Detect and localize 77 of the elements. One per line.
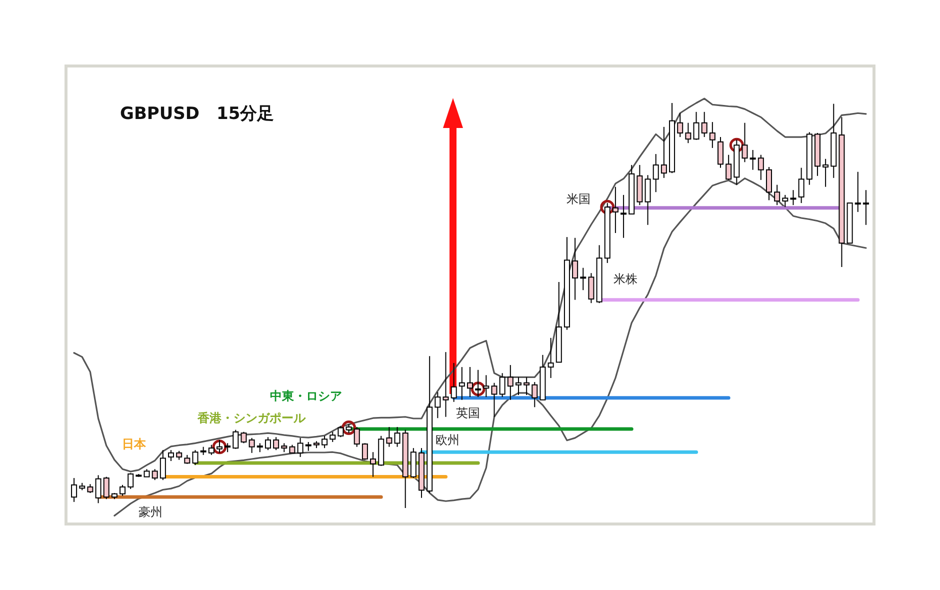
candlestick — [693, 111, 700, 140]
candlestick — [354, 426, 360, 448]
candlestick — [128, 472, 134, 490]
candlestick — [322, 435, 328, 449]
candlestick — [620, 194, 627, 238]
candlestick — [524, 376, 530, 396]
candlestick — [790, 190, 796, 206]
point — [212, 440, 227, 454]
candlestick — [701, 111, 708, 138]
candlestick — [264, 436, 271, 451]
candlestick — [798, 167, 804, 204]
candlestick — [338, 426, 344, 438]
candlestick — [515, 376, 522, 396]
candlestick — [499, 372, 506, 398]
candlestick — [240, 431, 247, 444]
candlestick — [572, 237, 578, 300]
candlestick — [442, 352, 449, 418]
candlestick — [216, 439, 222, 454]
candlestick — [580, 267, 586, 291]
series-label: 欧州 — [436, 433, 460, 448]
candlestick — [742, 122, 748, 163]
candlestick — [491, 382, 498, 418]
candlestick — [822, 158, 829, 188]
candlestick — [192, 450, 198, 466]
candlestick — [685, 122, 692, 144]
series-label: 米国 — [566, 192, 590, 206]
candlestick — [750, 149, 756, 170]
candlestick — [718, 136, 724, 168]
candlestick — [458, 366, 465, 400]
candlestick — [450, 362, 457, 402]
candlestick — [297, 437, 304, 458]
candlestick — [548, 337, 554, 378]
candlestick — [612, 186, 618, 234]
candlestick — [475, 369, 482, 398]
candlestick — [726, 154, 732, 180]
point — [342, 420, 356, 436]
text: 日本 — [122, 436, 147, 451]
candlestick — [758, 154, 764, 180]
candlestick — [95, 474, 102, 504]
candlestick — [394, 426, 400, 448]
candlestick — [273, 436, 280, 451]
series-label: 米株 — [613, 272, 638, 286]
candlestick — [507, 364, 514, 400]
candlestick — [782, 194, 788, 208]
series-label: 英国 — [456, 406, 480, 420]
candlestick — [483, 374, 490, 398]
candlestick — [774, 184, 780, 206]
candlestick — [644, 174, 651, 226]
candlestick — [588, 272, 594, 304]
candlestick — [709, 122, 716, 148]
candlestick — [160, 450, 166, 481]
candlestick — [677, 112, 684, 138]
candlestick — [103, 476, 110, 500]
candlestick — [248, 437, 255, 454]
candlestick — [660, 126, 667, 178]
point — [470, 382, 486, 396]
candlestick — [532, 382, 538, 408]
candlestick — [330, 431, 336, 442]
candlestick — [766, 166, 772, 201]
candlestick — [652, 154, 659, 193]
candlestick — [152, 468, 158, 481]
candlestick — [168, 450, 174, 462]
text: 香港・シンガポール — [196, 411, 306, 426]
candlestick — [362, 442, 368, 460]
candlestick — [386, 426, 392, 448]
candlestick — [208, 444, 214, 456]
text: 中東・ロシア — [270, 389, 342, 404]
series-label: 豪州 — [138, 505, 162, 520]
candlestick — [232, 429, 239, 450]
candlestick — [854, 171, 861, 212]
chart-title: GBPUSD 15分足 — [120, 104, 274, 124]
candlestick — [370, 452, 376, 478]
candlestick — [862, 190, 869, 226]
candlestick — [71, 478, 78, 502]
candlestick — [120, 484, 126, 496]
candlestick — [466, 366, 474, 398]
candlestick — [434, 392, 441, 419]
